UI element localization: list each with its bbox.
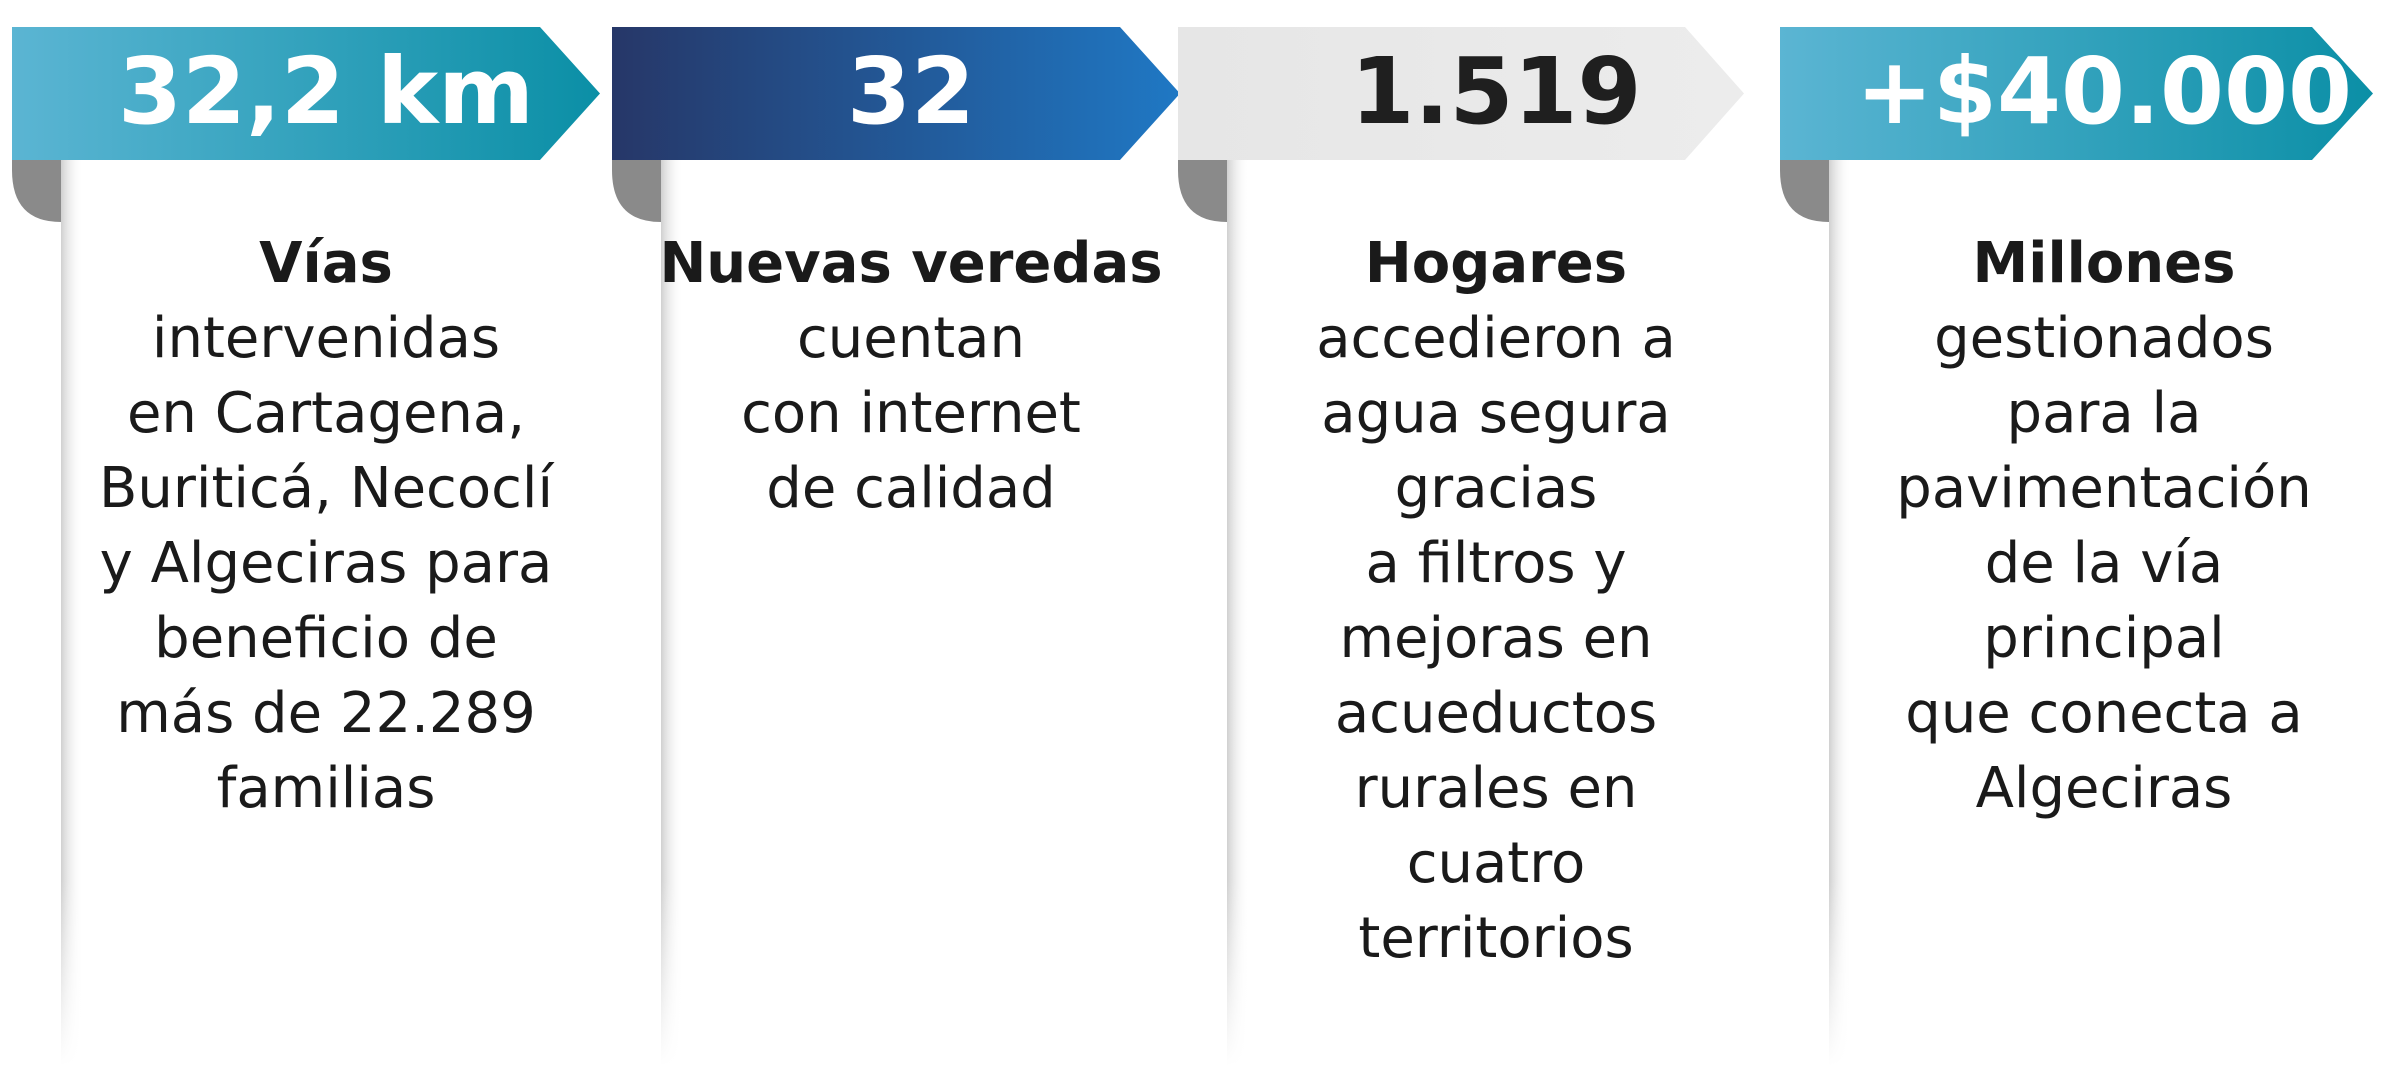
card-line: cuentan	[797, 306, 1025, 371]
ribbon	[1178, 27, 1744, 160]
card-line: que conecta a	[1905, 681, 2302, 746]
card-fade	[659, 880, 689, 1066]
card-fade	[1827, 880, 1857, 1066]
card-title: Hogares	[1365, 231, 1627, 296]
card: +$40.000 Millones gestionados para la pavime…	[1780, 27, 2373, 1066]
card-line: con internet	[741, 381, 1081, 446]
card: 32,2 km Vías intervenidas en Cartagena, Buri…	[12, 27, 600, 1066]
card: 32 Nuevas veredas cuentan con internet de ca…	[612, 27, 1180, 1066]
card-fade	[59, 880, 89, 1066]
card-line: agua segura	[1321, 381, 1670, 446]
card-line: pavimentación	[1896, 456, 2311, 521]
card-title: Vías	[259, 231, 393, 296]
card-value: 32,2 km	[118, 38, 534, 145]
card-line: a filtros y	[1365, 531, 1626, 596]
card-line: territorios	[1358, 906, 1633, 971]
card-title: Nuevas veredas	[659, 231, 1162, 296]
card-line: gracias	[1395, 456, 1598, 521]
ribbon	[612, 27, 1180, 160]
card-body	[661, 160, 1120, 1066]
ribbon	[1780, 27, 2373, 160]
card-line: y Algeciras para	[100, 531, 553, 596]
card-line: rurales en	[1355, 756, 1638, 821]
card-line: acueductos	[1335, 681, 1657, 746]
card-line: más de 22.289	[116, 681, 536, 746]
card-line: para la	[2007, 381, 2202, 446]
ribbon	[12, 27, 600, 160]
card-body	[1829, 160, 2312, 1066]
ribbon-fold	[612, 160, 661, 222]
ribbon-fold	[1178, 160, 1227, 222]
card-title: Millones	[1973, 231, 2236, 296]
card-shadow	[1227, 160, 1249, 1066]
ribbon-fold	[12, 160, 61, 222]
card-body	[61, 160, 540, 1066]
card-line: mejoras en	[1339, 606, 1652, 671]
card: 1.519 Hogares accedieron a agua segura graci…	[1178, 27, 1744, 1066]
card-line: Algeciras	[1976, 756, 2233, 821]
card-line: intervenidas	[152, 306, 500, 371]
card-value: 1.519	[1350, 38, 1641, 145]
card-fade	[1225, 880, 1255, 1066]
card-shadow	[61, 160, 83, 1066]
card-shadow	[661, 160, 683, 1066]
card-value: 32	[847, 38, 975, 145]
card-line: de calidad	[766, 456, 1055, 521]
card-shadow	[1829, 160, 1851, 1066]
card-line: cuatro	[1407, 831, 1586, 896]
card-line: gestionados	[1934, 306, 2274, 371]
card-line: en Cartagena,	[127, 381, 525, 446]
card-value: +$40.000	[1856, 38, 2352, 145]
ribbon-fold	[1780, 160, 1829, 222]
card-line: accedieron a	[1316, 306, 1676, 371]
card-line: principal	[1983, 606, 2224, 671]
card-line: beneficio de	[154, 606, 498, 671]
card-line: Buriticá, Necoclí	[99, 456, 555, 521]
card-line: de la vía	[1985, 531, 2224, 596]
card-body	[1227, 160, 1685, 1066]
card-line: familias	[217, 756, 436, 821]
